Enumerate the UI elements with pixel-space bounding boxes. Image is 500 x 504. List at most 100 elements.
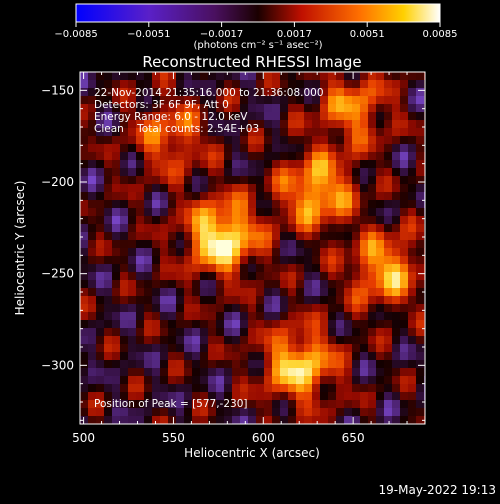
heatmap-cell xyxy=(392,216,400,224)
heatmap-cell xyxy=(112,344,120,352)
heatmap-cell xyxy=(368,176,376,184)
heatmap-cell xyxy=(184,216,192,224)
heatmap-cell xyxy=(152,264,160,272)
heatmap-cell xyxy=(344,248,352,256)
heatmap-cell xyxy=(344,216,352,224)
heatmap-cell xyxy=(264,312,272,320)
heatmap-cell xyxy=(176,112,184,120)
heatmap-cell xyxy=(416,248,424,256)
heatmap-cell xyxy=(176,120,184,128)
heatmap-cell xyxy=(328,136,336,144)
heatmap-cell xyxy=(400,72,408,80)
heatmap-cell xyxy=(320,80,328,88)
heatmap-cell xyxy=(304,280,312,288)
heatmap-cell xyxy=(336,408,344,416)
heatmap-cell xyxy=(320,288,328,296)
heatmap-cell xyxy=(80,280,88,288)
heatmap-cell xyxy=(320,320,328,328)
heatmap-cell xyxy=(352,408,360,416)
heatmap-cell xyxy=(376,416,384,424)
heatmap-cell xyxy=(304,120,312,128)
heatmap-cell xyxy=(328,400,336,408)
heatmap-cell xyxy=(136,168,144,176)
heatmap-cell xyxy=(312,336,320,344)
heatmap-cell xyxy=(312,312,320,320)
heatmap-cell xyxy=(160,232,168,240)
heatmap-cell xyxy=(264,304,272,312)
heatmap-cell xyxy=(416,408,424,416)
heatmap-cell xyxy=(104,400,112,408)
heatmap-cell xyxy=(136,120,144,128)
heatmap-cell xyxy=(280,360,288,368)
heatmap-cell xyxy=(344,240,352,248)
heatmap-cell xyxy=(176,200,184,208)
heatmap-cell xyxy=(168,112,176,120)
heatmap-cell xyxy=(344,296,352,304)
heatmap-cell xyxy=(304,208,312,216)
heatmap-cell xyxy=(216,80,224,88)
heatmap-cell xyxy=(232,264,240,272)
heatmap-cell xyxy=(296,176,304,184)
heatmap-cell xyxy=(184,88,192,96)
heatmap-cell xyxy=(296,408,304,416)
heatmap-cell xyxy=(96,360,104,368)
heatmap-cell xyxy=(392,248,400,256)
heatmap-cell xyxy=(360,272,368,280)
heatmap-cell xyxy=(176,280,184,288)
heatmap-cell xyxy=(200,280,208,288)
heatmap-cell xyxy=(384,128,392,136)
heatmap-cell xyxy=(304,320,312,328)
heatmap-cell xyxy=(208,256,216,264)
heatmap-cell xyxy=(288,304,296,312)
heatmap-cell xyxy=(232,288,240,296)
heatmap-cell xyxy=(136,328,144,336)
heatmap-cell xyxy=(344,288,352,296)
heatmap-cell xyxy=(112,160,120,168)
heatmap-cell xyxy=(288,296,296,304)
heatmap-cell xyxy=(96,192,104,200)
heatmap-cell xyxy=(264,136,272,144)
heatmap-cell xyxy=(280,248,288,256)
heatmap-cell xyxy=(392,232,400,240)
heatmap-cell xyxy=(168,360,176,368)
heatmap-cell xyxy=(400,368,408,376)
heatmap-cell xyxy=(240,240,248,248)
heatmap-cell xyxy=(200,96,208,104)
heatmap-cell xyxy=(272,192,280,200)
heatmap-cell xyxy=(256,328,264,336)
heatmap-cell xyxy=(104,376,112,384)
heatmap-cell xyxy=(104,112,112,120)
heatmap-cell xyxy=(264,240,272,248)
heatmap-cell xyxy=(360,232,368,240)
heatmap-cell xyxy=(256,248,264,256)
heatmap-cell xyxy=(264,80,272,88)
heatmap-cell xyxy=(304,224,312,232)
heatmap-cell xyxy=(200,112,208,120)
heatmap-cell xyxy=(360,336,368,344)
heatmap-cell xyxy=(192,368,200,376)
heatmap-cell xyxy=(328,384,336,392)
heatmap-cell xyxy=(232,304,240,312)
heatmap-cell xyxy=(272,200,280,208)
heatmap-cell xyxy=(256,296,264,304)
heatmap-cell xyxy=(136,280,144,288)
heatmap-cell xyxy=(248,360,256,368)
heatmap-cell xyxy=(368,112,376,120)
heatmap-cell xyxy=(120,152,128,160)
heatmap-cell xyxy=(176,88,184,96)
heatmap-cell xyxy=(224,408,232,416)
heatmap-cell xyxy=(80,328,88,336)
heatmap-cell xyxy=(272,120,280,128)
heatmap-cell xyxy=(160,184,168,192)
heatmap-cell xyxy=(328,272,336,280)
heatmap-cell xyxy=(208,224,216,232)
heatmap-cell xyxy=(376,96,384,104)
heatmap-cell xyxy=(216,120,224,128)
heatmap-cell xyxy=(264,256,272,264)
heatmap-cell xyxy=(328,144,336,152)
heatmap-cell xyxy=(376,128,384,136)
heatmap-cell xyxy=(312,136,320,144)
heatmap-cell xyxy=(336,352,344,360)
heatmap-cell xyxy=(328,408,336,416)
heatmap-cell xyxy=(336,416,344,424)
